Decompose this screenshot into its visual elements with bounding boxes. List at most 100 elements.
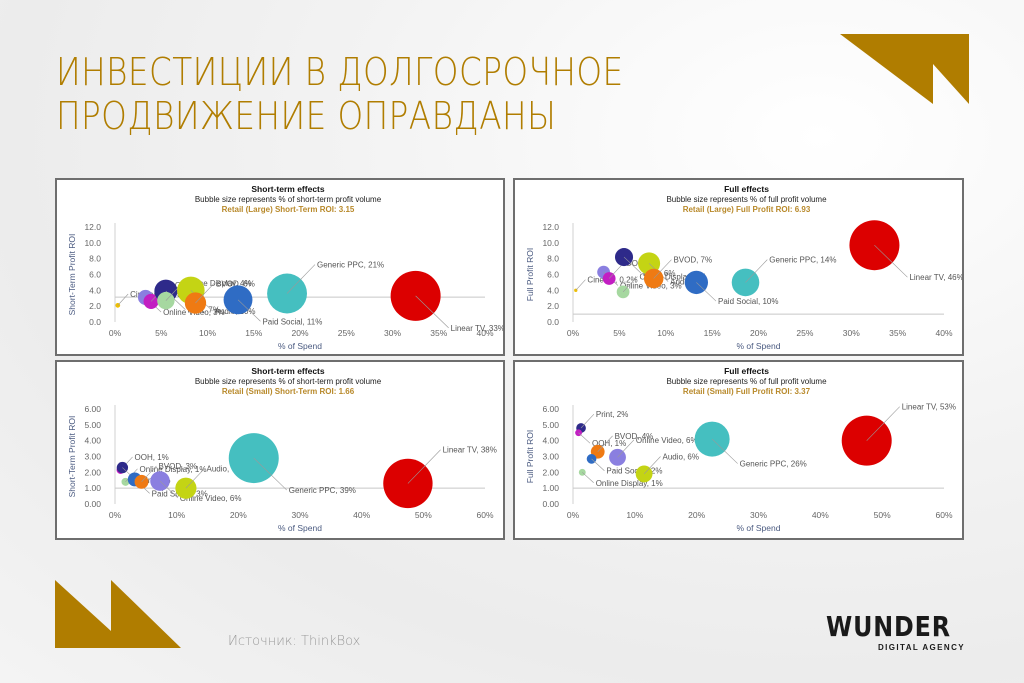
bubble-label: Generic PPC, 21%	[317, 261, 384, 270]
x-tick-label: 10%	[657, 328, 674, 338]
bubble-bvod: BVOD, 3%	[134, 462, 197, 489]
bubble-marker	[267, 273, 307, 314]
bubble-label: Linear TV, 53%	[902, 403, 956, 412]
x-tick-label: 5%	[155, 328, 168, 338]
chart-roi-highlight: Retail (Large) Full Profit ROI: 6.93	[683, 205, 811, 214]
y-axis-label: Short-Term Profit ROI	[67, 416, 77, 498]
y-tick-label: 4.00	[84, 436, 101, 446]
logo-tagline: DIGITAL AGENCY	[878, 643, 966, 652]
chart-panel-small-full: Full effects Bubble size represents % of …	[513, 360, 964, 540]
y-tick-label: 1.00	[84, 483, 101, 493]
bubble-linear-tv: Linear TV, 53%	[841, 403, 956, 466]
bubble-generic-ppc: Generic PPC, 14%	[731, 256, 836, 297]
bubble-ooh: OOH, 1%	[575, 429, 626, 448]
bubble-label: Print, 2%	[596, 410, 628, 419]
x-tick-label: 20%	[291, 328, 308, 338]
y-tick-label: 6.0	[547, 270, 559, 280]
bubble-label: Print, 7%	[187, 306, 219, 315]
leader-line	[407, 449, 441, 484]
bubble-bvod: BVOD, 6%	[184, 279, 255, 314]
y-tick-label: 1.00	[542, 483, 559, 493]
x-tick-label: 0%	[109, 510, 122, 520]
chart-subtitle: Bubble size represents % of full profit …	[666, 195, 827, 204]
bubble-label: OOH, 1%	[135, 453, 169, 462]
leader-line	[617, 439, 635, 458]
y-tick-label: 5.00	[84, 420, 101, 430]
bubble-label: BVOD, 7%	[673, 256, 712, 265]
x-tick-label: 30%	[843, 328, 860, 338]
x-tick-label: 50%	[415, 510, 432, 520]
x-tick-label: 60%	[935, 510, 952, 520]
bubble-label: Online Display, 3%	[639, 273, 706, 282]
bubble-label: Paid Social, 2%	[606, 467, 662, 476]
leader-line	[575, 279, 586, 291]
leader-line	[237, 299, 261, 322]
bubble-label: Generic PPC, 39%	[289, 486, 356, 495]
x-tick-label: 15%	[245, 328, 262, 338]
y-tick-label: 2.00	[84, 467, 101, 477]
bubble-bvod: BVOD, 7%	[643, 256, 712, 289]
x-tick-label: 25%	[338, 328, 355, 338]
x-tick-label: 40%	[353, 510, 370, 520]
x-tick-label: 35%	[430, 328, 447, 338]
bubble-online-display: Online Display, 3%	[616, 273, 706, 299]
x-tick-label: 25%	[796, 328, 813, 338]
y-tick-label: 4.00	[542, 436, 559, 446]
leader-line	[643, 456, 661, 475]
y-axis-label: Full Profit ROI	[525, 248, 535, 301]
chart-title: Full effects	[724, 366, 769, 376]
leader-line	[117, 293, 129, 306]
x-tick-label: 35%	[889, 328, 906, 338]
x-tick-label: 40%	[935, 328, 952, 338]
decorative-arrow-top-right-icon	[840, 34, 969, 104]
y-axis-label: Full Profit ROI	[525, 430, 535, 483]
y-axis-label: Short-Term Profit ROI	[67, 234, 77, 316]
y-tick-label: 8.0	[547, 254, 559, 264]
x-tick-label: 20%	[688, 510, 705, 520]
chart-roi-highlight: Retail (Large) Short-Term ROI: 3.15	[222, 205, 355, 214]
chart-panel-large-short-term: Short-term effects Bubble size represents…	[55, 178, 505, 356]
bubble-label: Generic PPC, 26%	[740, 460, 807, 469]
bubble-online-video: Online Video, 6%	[150, 471, 241, 503]
y-tick-label: 10.0	[84, 238, 101, 248]
x-tick-label: 30%	[384, 328, 401, 338]
leader-line	[623, 256, 642, 274]
bubble-label: Audio, 7%	[207, 465, 243, 474]
bubble-generic-ppc: Generic PPC, 26%	[694, 421, 807, 469]
leader-line	[591, 458, 605, 471]
x-tick-label: 50%	[874, 510, 891, 520]
bubble-label: Paid Social, 10%	[718, 297, 778, 306]
page-title-line-1: ИНВЕСТИЦИИ В ДОЛГОСРОЧНОЕ	[56, 50, 624, 94]
y-tick-label: 6.00	[542, 404, 559, 414]
x-tick-label: 0%	[567, 328, 580, 338]
bubble-label: Audio, 6%	[663, 453, 699, 462]
bubble-label: Generic PPC, 14%	[769, 256, 836, 265]
y-tick-label: 12.0	[542, 222, 559, 232]
y-tick-label: 0.0	[89, 317, 101, 327]
x-axis-label: % of Spend	[278, 523, 322, 533]
x-tick-label: 30%	[291, 510, 308, 520]
y-tick-label: 0.00	[84, 499, 101, 509]
bubble-paid-social: Paid Social, 2%	[586, 454, 662, 476]
bubble-label: Linear TV, 46%	[909, 273, 962, 282]
x-tick-label: 30%	[750, 510, 767, 520]
chart-panel-large-full: Full effects Bubble size represents % of …	[513, 178, 964, 356]
leader-line	[253, 457, 287, 491]
bubble-online-display: Online Display, 1%	[578, 468, 663, 488]
decorative-arrow-bottom-left-icon	[55, 580, 181, 648]
company-logo: WUNDER DIGITAL AGENCY	[826, 612, 976, 653]
bubble-linear-tv: Linear TV, 33%	[390, 270, 503, 333]
chart-roi-highlight: Retail (Small) Full Profit ROI: 3.37	[683, 387, 811, 396]
bubble-linear-tv: Linear TV, 46%	[849, 220, 962, 282]
bubble-generic-ppc: Generic PPC, 21%	[267, 261, 384, 314]
leader-line	[653, 259, 672, 279]
x-tick-label: 60%	[476, 510, 493, 520]
leader-line	[578, 432, 591, 444]
x-tick-label: 15%	[704, 328, 721, 338]
bubble-label: Online Display, 1%	[596, 479, 663, 488]
bubble-online-video: Online Video, 6%	[609, 436, 698, 466]
chart-title: Full effects	[724, 184, 769, 194]
y-tick-label: 6.00	[84, 404, 101, 414]
